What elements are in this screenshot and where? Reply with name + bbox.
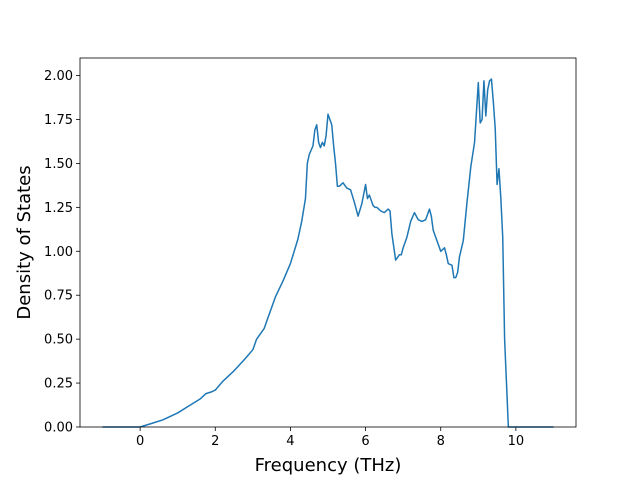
plot-area-frame	[79, 57, 577, 428]
y-axis-label: Density of States	[14, 165, 35, 319]
x-tick-label: 4	[286, 434, 294, 449]
y-tick-label: 0.25	[44, 377, 73, 392]
x-ticks: 0 2 4 6 8 10	[136, 427, 524, 449]
dos-series-line	[102, 78, 554, 428]
x-tick-label: 2	[211, 434, 219, 449]
y-ticks: 0.00 0.25 0.50 0.75 1.00 1.25 1.50 1.75 2.00	[44, 69, 80, 436]
y-tick-label: 1.75	[44, 113, 73, 128]
x-tick-label: 6	[361, 434, 369, 449]
y-tick-label: 1.25	[44, 201, 73, 216]
x-tick-label: 0	[136, 434, 144, 449]
y-tick-label: 0.75	[44, 289, 73, 304]
y-tick-label: 0.00	[44, 421, 73, 436]
y-tick-label: 0.50	[44, 333, 73, 348]
x-tick-label: 10	[508, 434, 525, 449]
x-axis-label: Frequency (THz)	[255, 455, 402, 476]
y-tick-label: 1.00	[44, 245, 73, 260]
x-tick-label: 8	[437, 434, 445, 449]
y-tick-label: 2.00	[44, 69, 73, 84]
y-tick-label: 1.50	[44, 157, 73, 172]
